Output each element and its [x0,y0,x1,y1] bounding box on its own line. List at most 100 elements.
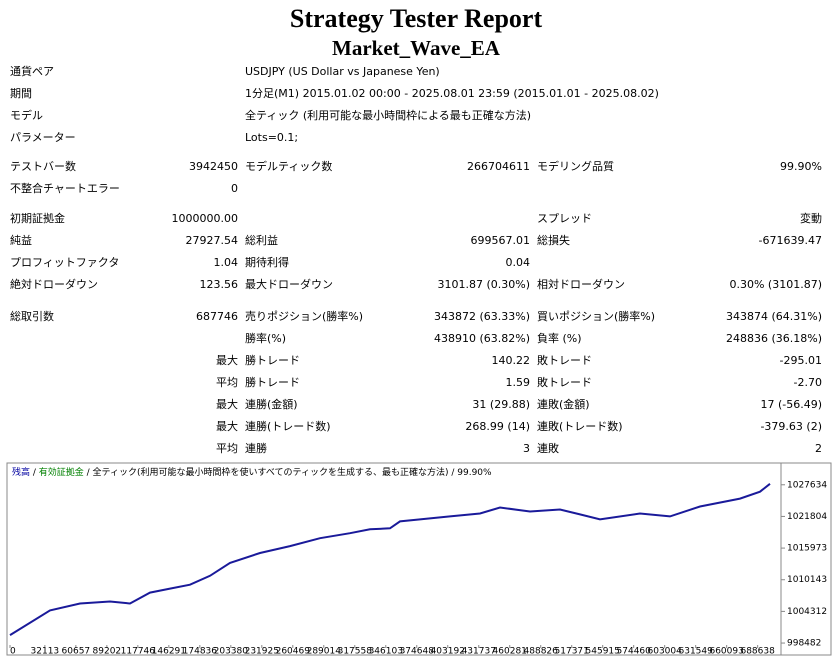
stat-value: 2 [815,442,822,455]
legend-item: / 全ティック(利用可能な最小時間枠を使いすべてのティックを生成する、最も正確な… [84,466,492,478]
stat-value: 最大 [216,398,238,411]
stat-value: 3 [523,442,530,455]
stat-label: 勝トレード [245,376,300,389]
info-label: 期間 [10,87,32,100]
x-tick-label: 488826 [524,647,559,657]
stat-value: 99.90% [780,160,822,173]
x-tick-label: 460281 [493,647,527,657]
stat-value: 123.56 [199,278,239,291]
y-tick-label: 1010143 [787,575,827,585]
x-tick-label: 146291 [152,647,186,657]
info-label: モデル [10,109,43,122]
x-tick-label: 289014 [307,647,342,657]
stat-value: 1000000.00 [171,212,238,225]
x-tick-label: 260469 [276,647,311,657]
x-tick-label: 174836 [183,647,218,657]
stat-label: モデルティック数 [245,160,333,173]
info-value: 全ティック (利用可能な最小時間枠による最も正確な方法) [245,109,532,122]
balance-line [9,483,771,636]
stat-value: 0 [231,182,238,195]
stat-label: 純益 [10,234,32,247]
report-title: Strategy Tester Report [289,4,543,33]
stat-label: スプレッド [537,212,592,225]
stat-label: モデリング品質 [537,160,614,173]
info-label: パラメーター [10,131,76,144]
stat-value: 変動 [800,212,822,225]
stat-label: 不整合チャートエラー [10,182,120,195]
x-tick-label: 346103 [369,647,403,657]
stat-label: 売りポジション(勝率%) [245,310,364,323]
stat-value: 最大 [216,354,238,367]
x-tick-label: 603004 [648,647,683,657]
stat-label: 期待利得 [245,256,289,269]
stat-value: 平均 [216,442,238,455]
legend-item: 有効証拠金 [39,466,84,478]
stat-value: 248836 (36.18%) [725,332,822,345]
stat-value: 最大 [216,420,238,433]
stat-value: 31 (29.88) [472,398,530,411]
stat-label: 負率 (%) [537,332,582,345]
y-tick-label: 998482 [787,639,821,649]
stat-label: 総損失 [537,234,570,247]
stat-label: 連敗(トレード数) [537,420,623,433]
chart-frame [6,462,832,656]
stat-value: 1.04 [213,256,239,269]
x-tick-label: 203380 [214,647,249,657]
stat-value: 343872 (63.33%) [433,310,530,323]
y-tick-label: 1021804 [787,512,827,522]
stat-value: 3101.87 (0.30%) [437,278,530,291]
stat-value: -2.70 [793,376,822,389]
stat-label: 連敗 [537,442,559,455]
stat-value: 27927.54 [185,234,239,247]
stat-value: -671639.47 [758,234,822,247]
equity-chart: 998482 1004312 1010143 1015973 1021804 102763… [6,462,832,657]
x-tick-label: 574460 [617,647,652,657]
stat-value: 699567.01 [470,234,531,247]
stat-value: -295.01 [779,354,822,367]
stat-label: プロフィットファクタ [10,256,120,269]
stat-value: 268.99 (14) [465,420,530,433]
x-tick-label: 0 [10,647,16,657]
x-tick-label: 374648 [400,647,435,657]
y-tick-label: 1004312 [787,607,827,617]
stat-value: 343874 (64.31%) [725,310,822,323]
stat-label: 初期証拠金 [10,212,65,225]
stat-label: 最大ドローダウン [245,278,333,291]
stat-label: 総取引数 [10,310,54,323]
x-tick-label: 431737 [462,647,496,657]
x-tick-label: 403192 [431,647,465,657]
stat-value: 0.30% (3101.87) [729,278,822,291]
x-tick-label: 631549 [679,647,714,657]
x-tick-label: 660093 [709,647,743,657]
legend-item: 残高 [12,466,30,478]
report-subtitle: Market_Wave_EA [332,36,500,60]
x-tick-label: 60657 [62,647,91,657]
stat-value: -379.63 (2) [760,420,822,433]
stat-value: 1.59 [505,376,531,389]
x-tick-label: 517371 [555,647,589,657]
x-tick-label: 89202 [93,647,122,657]
x-tick-label: 32113 [31,647,60,657]
legend: 残高 / 有効証拠金 / 全ティック(利用可能な最小時間枠を使いすべてのティック… [12,466,492,478]
x-tick-label: 231925 [245,647,279,657]
info-label: 通貨ペア [10,65,54,78]
stat-value: 266704611 [467,160,530,173]
stat-value: 0.04 [505,256,531,269]
info-value: Lots=0.1; [245,131,299,144]
legend-item: / [30,468,39,478]
x-tick-label: 545915 [586,647,620,657]
stat-label: 敗トレード [537,354,592,367]
stat-value: 140.22 [491,354,531,367]
stat-label: 勝トレード [245,354,300,367]
y-tick-label: 1015973 [787,544,827,554]
stat-label: 敗トレード [537,376,592,389]
stat-label: 連勝(金額) [245,398,298,411]
stat-value: 438910 (63.82%) [433,332,530,345]
stat-label: 買いポジション(勝率%) [537,310,656,323]
stat-value: 687746 [196,310,238,323]
stat-label: 連勝 [245,442,267,455]
stat-label: 連敗(金額) [537,398,590,411]
stat-value: 平均 [216,376,238,389]
stat-label: 連勝(トレード数) [245,420,331,433]
